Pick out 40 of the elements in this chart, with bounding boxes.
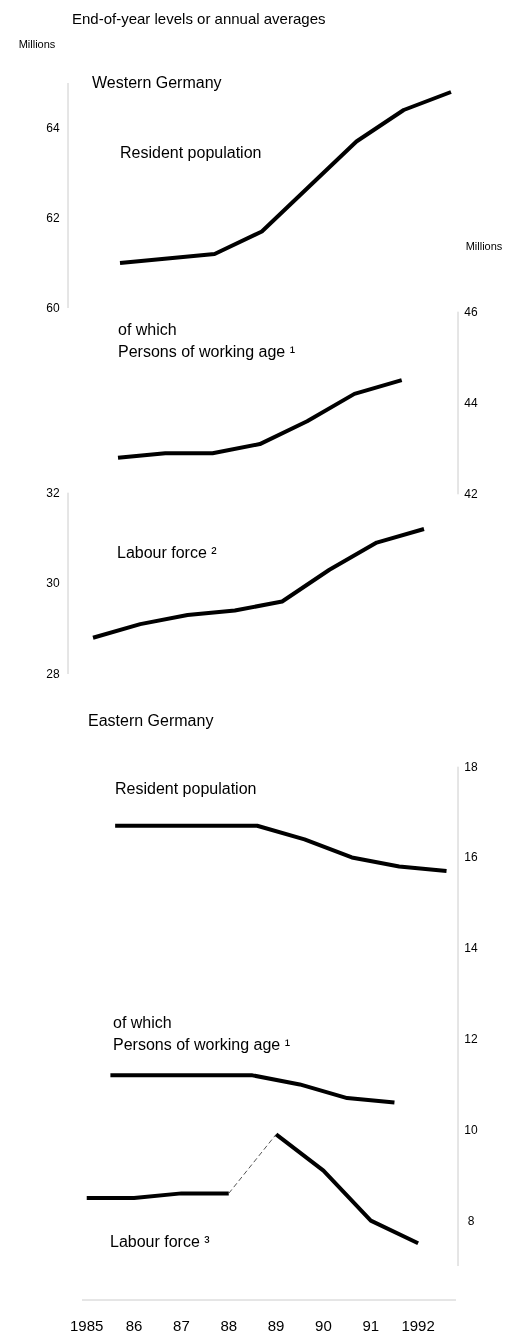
y-tick-label: 8 bbox=[467, 1213, 475, 1228]
y-tick-label: 28 bbox=[46, 667, 60, 681]
x-tick-label: 90 bbox=[315, 1317, 332, 1334]
x-tick-label: 1992 bbox=[401, 1317, 435, 1334]
y-tick-label: 32 bbox=[46, 485, 60, 500]
y-tick-label: 30 bbox=[46, 576, 60, 591]
y-tick-label: 60 bbox=[46, 301, 60, 315]
line-series bbox=[91, 526, 426, 640]
line-series bbox=[108, 1073, 397, 1105]
text: Labour force ³ bbox=[110, 1233, 211, 1250]
chart-title: Eastern Germany bbox=[88, 712, 214, 729]
line-series bbox=[274, 1132, 421, 1246]
y-tick-label: 44 bbox=[464, 396, 478, 410]
series-label: of which Persons of working age ¹ bbox=[113, 1014, 290, 1053]
text: Labour force ² bbox=[117, 544, 218, 561]
x-tick-label: 91 bbox=[362, 1317, 380, 1334]
y-tick-label: 14 bbox=[464, 941, 478, 956]
x-tick-label: 1985 bbox=[70, 1317, 104, 1334]
y-tick-label: 64 bbox=[46, 121, 60, 135]
text: Resident population bbox=[120, 144, 262, 161]
y-tick-label: 42 bbox=[464, 487, 478, 502]
x-tick-label: 86 bbox=[125, 1317, 143, 1334]
text: End-of-year levels or annual averages bbox=[72, 10, 326, 27]
line-series bbox=[118, 90, 453, 265]
line-series bbox=[116, 378, 404, 460]
x-tick-label: 88 bbox=[220, 1317, 238, 1334]
y-tick-label: 12 bbox=[464, 1032, 478, 1047]
text: of which Persons of working age ¹ bbox=[118, 321, 295, 360]
chart-title: Western Germany bbox=[92, 74, 222, 91]
y-tick-label: 46 bbox=[464, 304, 478, 319]
y-tick-label: 10 bbox=[464, 1122, 478, 1137]
y-axis-title: Millions bbox=[465, 240, 503, 252]
y-tick-label: 62 bbox=[46, 211, 60, 225]
x-tick-label: 89 bbox=[267, 1317, 285, 1334]
y-axis-title: Millions bbox=[18, 38, 56, 50]
y-tick-label: 18 bbox=[464, 759, 478, 774]
series-label: Resident population bbox=[115, 780, 257, 797]
x-tick-label: 87 bbox=[173, 1317, 190, 1334]
line-series bbox=[113, 823, 449, 874]
y-tick-label: 16 bbox=[464, 850, 478, 865]
